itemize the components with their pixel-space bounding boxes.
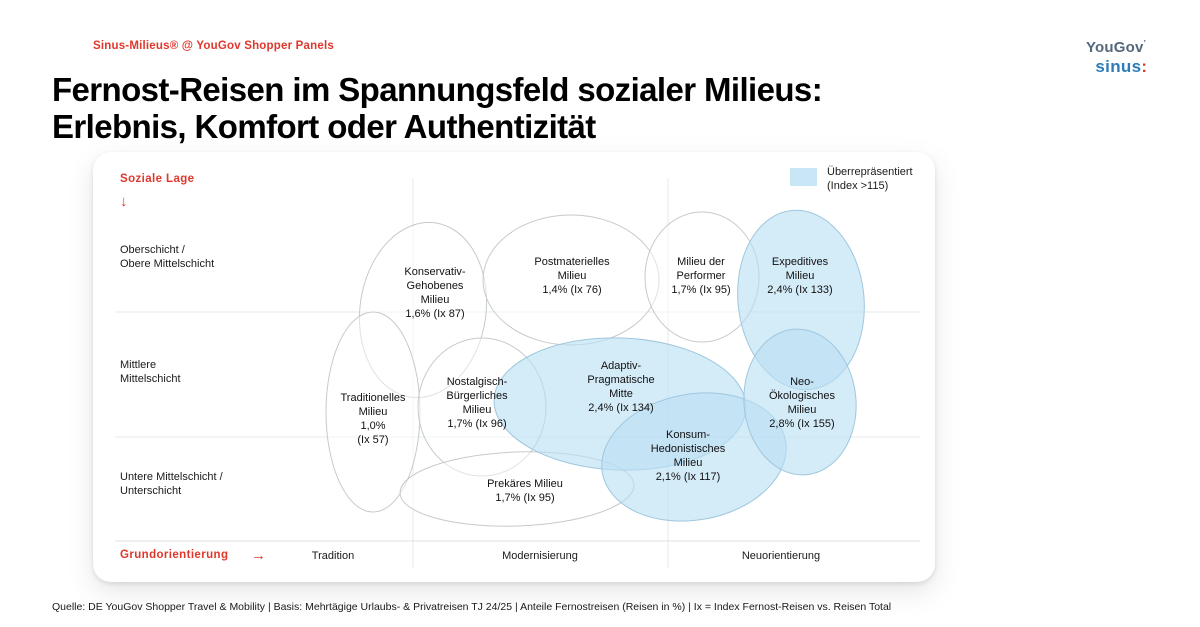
y-axis-title: Soziale Lage: [120, 173, 195, 185]
milieu-label-prekaeres: Prekäres Milieu 1,7% (Ix 95): [487, 478, 563, 504]
milieu-label-milieu-der-performer: Milieu der Performer 1,7% (Ix 95): [671, 256, 731, 296]
y-axis-label-untere: Untere Mittelschicht / Unterschicht: [120, 471, 223, 497]
milieu-blob-konservativ-gehobenes: [358, 221, 488, 399]
yougov-trademark-tick: ’: [1143, 39, 1146, 48]
milieu-blobs-layer: [325, 209, 865, 527]
eyebrow-label: Sinus-Milieus® @ YouGov Shopper Panels: [93, 40, 334, 52]
sinus-logo-text: sinus: [1095, 57, 1142, 76]
milieu-chart-canvas: [115, 178, 920, 568]
logo-block: YouGov’ sinus:: [1085, 39, 1147, 76]
x-axis-label-tradition: Tradition: [311, 550, 355, 562]
milieu-label-nostalgisch-buergerliches: Nostalgisch- Bürgerliches Milieu 1,7% (I…: [446, 376, 508, 430]
legend-swatch: [790, 168, 817, 186]
milieu-label-postmaterielles: Postmaterielles Milieu 1,4% (Ix 76): [534, 256, 610, 296]
x-axis-label-neuorientierung: Neuorientierung: [741, 550, 821, 562]
sinus-logo-colon: :: [1141, 57, 1147, 76]
legend-label: Überrepräsentiert (Index >115): [827, 166, 913, 192]
milieu-label-traditionelles: Traditionelles Milieu 1,0% (Ix 57): [340, 392, 406, 446]
x-axis-arrow-icon: →: [251, 547, 266, 564]
y-axis-label-mittlere: Mittlere Mittelschicht: [120, 359, 181, 385]
milieu-label-expeditives: Expeditives Milieu 2,4% (Ix 133): [767, 256, 833, 296]
milieu-blob-neo-oekologisches: [743, 328, 857, 476]
page-title-line1: Fernost-Reisen im Spannungsfeld sozialer…: [52, 71, 823, 108]
yougov-logo: YouGov’: [1085, 39, 1146, 56]
x-axis-label-modernisierung: Modernisierung: [502, 550, 578, 562]
milieu-chart-panel: Soziale Lage ↓ Überrepräsentiert (Index …: [93, 152, 935, 582]
milieu-label-konservativ-gehobenes: Konservativ- Gehobenes Milieu 1,6% (Ix 8…: [404, 266, 466, 320]
milieu-label-neo-oekologisches: Neo- Ökologisches Milieu 2,8% (Ix 155): [768, 376, 836, 430]
sinus-logo: sinus:: [1095, 57, 1147, 76]
source-note: Quelle: DE YouGov Shopper Travel & Mobil…: [52, 601, 892, 613]
y-axis-label-oberschicht: Oberschicht / Obere Mittelschicht: [120, 244, 215, 270]
page-title-line2: Erlebnis, Komfort oder Authentizität: [52, 108, 596, 145]
y-axis-arrow-icon: ↓: [120, 193, 128, 210]
milieu-label-adaptiv-pragmatische-mitte: Adaptiv- Pragmatische Mitte 2,4% (Ix 134…: [587, 360, 655, 414]
milieu-label-konsum-hedonistisches: Konsum- Hedonistisches Milieu 2,1% (Ix 1…: [650, 429, 726, 483]
x-axis-title: Grundorientierung: [120, 549, 229, 561]
yougov-logo-text: YouGov: [1085, 39, 1144, 56]
milieu-blob-traditionelles: [325, 311, 421, 513]
page-title: Fernost-Reisen im Spannungsfeld sozialer…: [52, 71, 823, 145]
